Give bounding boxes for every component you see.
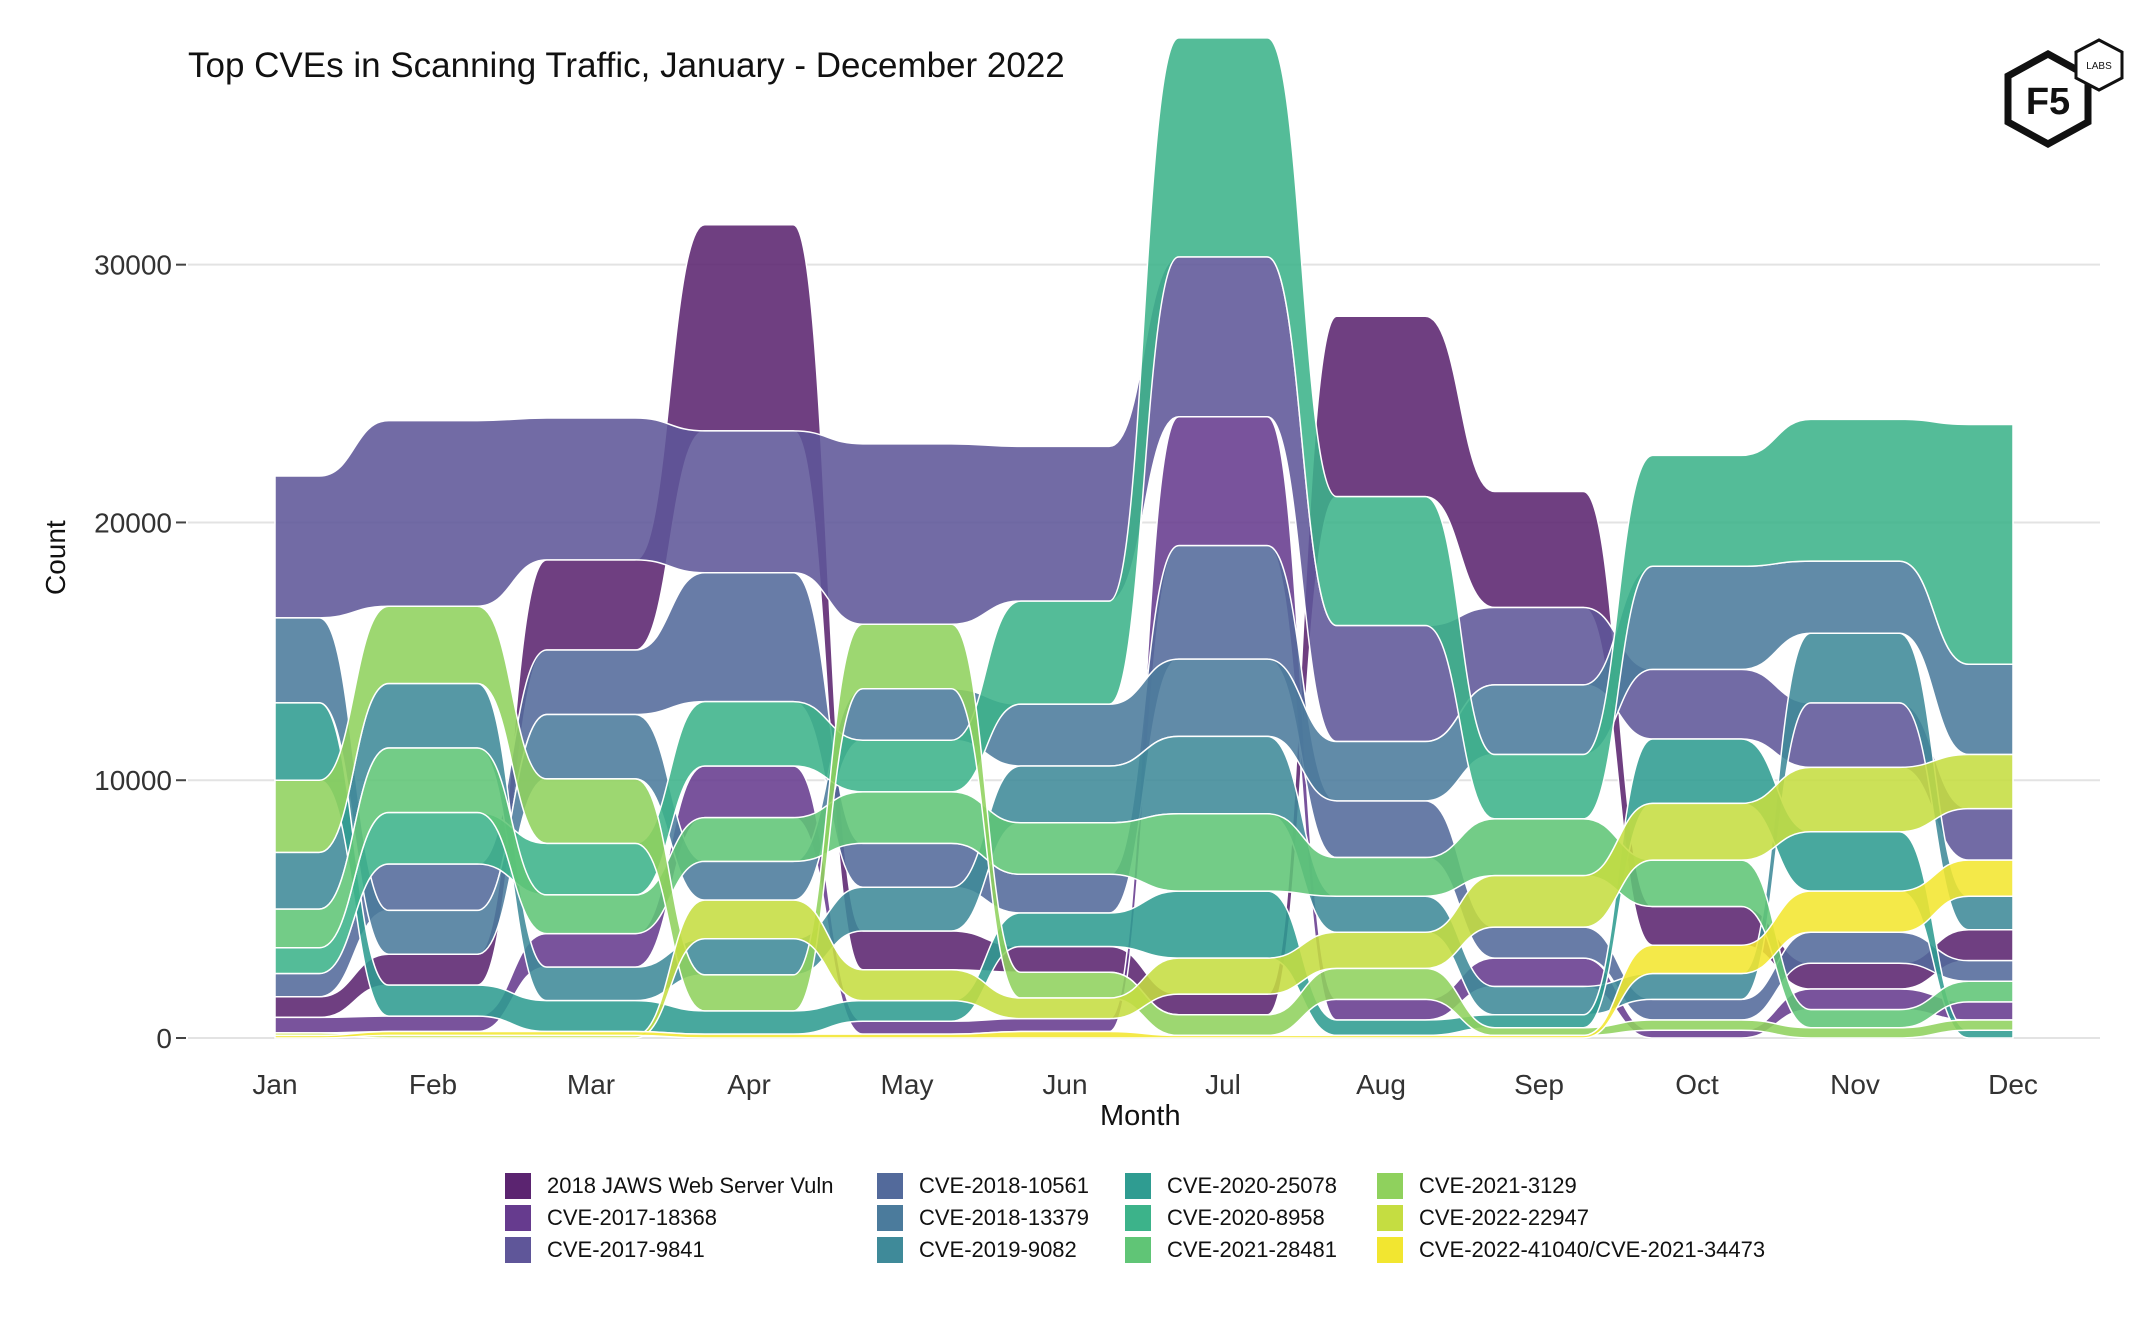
legend-label: CVE-2017-9841 [547,1237,705,1262]
legend-swatch [1125,1237,1151,1263]
legend-item: CVE-2020-25078 [1125,1173,1337,1199]
x-tick-label: Dec [1988,1069,2038,1100]
legend-swatch [877,1205,903,1231]
x-tick-label: Sep [1514,1069,1564,1100]
legend-swatch [505,1173,531,1199]
x-tick-label: Aug [1356,1069,1406,1100]
y-tick-label: 0 [156,1023,172,1054]
legend-label: 2018 JAWS Web Server Vuln [547,1173,834,1198]
band-cve-2022-41040-cve-2021-34473 [274,859,2014,1039]
band-cve-2022-22947 [274,753,2014,1039]
legend-item: CVE-2018-10561 [877,1173,1089,1199]
legend-item: 2018 JAWS Web Server Vuln [505,1173,834,1199]
legend-label: CVE-2017-18368 [547,1205,718,1230]
x-tick-label: May [881,1069,934,1100]
legend-item: CVE-2017-9841 [505,1237,705,1263]
legend-item: CVE-2021-28481 [1125,1237,1337,1263]
legend-label: CVE-2021-28481 [1167,1237,1338,1262]
legend-swatch [1377,1237,1403,1263]
axes: 0 10000 20000 30000 Jan Feb Mar Apr May Jun Jul Aug… [94,250,2038,1100]
legend-label: CVE-2022-22947 [1419,1205,1590,1230]
legend-label: CVE-2020-8958 [1167,1205,1325,1230]
legend: 2018 JAWS Web Server Vuln CVE-2017-18368 C… [505,1173,1905,1293]
legend-label: CVE-2020-25078 [1167,1173,1338,1198]
band-cve-2021-3129 [274,605,2014,1039]
legend-swatch [877,1237,903,1263]
legend-label: CVE-2018-10561 [919,1173,1090,1198]
x-tick-label: Mar [567,1069,615,1100]
chart-title: Top CVEs in Scanning Traffic, January - … [188,46,1065,85]
y-axis-label: Count [40,520,71,595]
legend-swatch [877,1173,903,1199]
logo-text: F5 [2026,81,2070,123]
x-tick-label: Nov [1830,1069,1880,1100]
legend-item: CVE-2021-3129 [1377,1173,1577,1199]
f5-labs-logo: F5 LABS [2004,38,2124,148]
x-tick-label: Apr [727,1069,771,1100]
x-tick-label: Jun [1042,1069,1087,1100]
y-tick-label: 10000 [94,765,172,796]
x-tick-label: Jan [252,1069,297,1100]
legend-item: CVE-2017-18368 [505,1205,717,1231]
bands [274,37,2014,1039]
legend-item: CVE-2018-13379 [877,1205,1089,1231]
band-cve-2021-28481 [274,747,2014,1029]
legend-swatch [1377,1205,1403,1231]
x-axis-label: Month [1100,1100,1181,1132]
band-cve-2020-8958 [274,37,2014,975]
y-tick-label: 20000 [94,507,172,538]
legend-item: CVE-2022-41040/CVE-2021-34473 [1377,1237,1765,1263]
x-tick-label: Feb [409,1069,457,1100]
logo-badge: LABS [2086,61,2112,72]
legend-item: CVE-2020-8958 [1125,1205,1325,1231]
legend-swatch [1125,1173,1151,1199]
legend-label: CVE-2021-3129 [1419,1173,1577,1198]
legend-label: CVE-2022-41040/CVE-2021-34473 [1419,1237,1766,1262]
legend-label: CVE-2019-9082 [919,1237,1077,1262]
legend-swatch [1125,1205,1151,1231]
y-tick-label: 30000 [94,250,172,281]
legend-swatch [1377,1173,1403,1199]
x-tick-label: Oct [1675,1069,1719,1100]
legend-item: CVE-2019-9082 [877,1237,1077,1263]
legend-swatch [505,1237,531,1263]
legend-item: CVE-2022-22947 [1377,1205,1589,1231]
x-tick-label: Jul [1205,1069,1241,1100]
legend-swatch [505,1205,531,1231]
legend-label: CVE-2018-13379 [919,1205,1090,1230]
